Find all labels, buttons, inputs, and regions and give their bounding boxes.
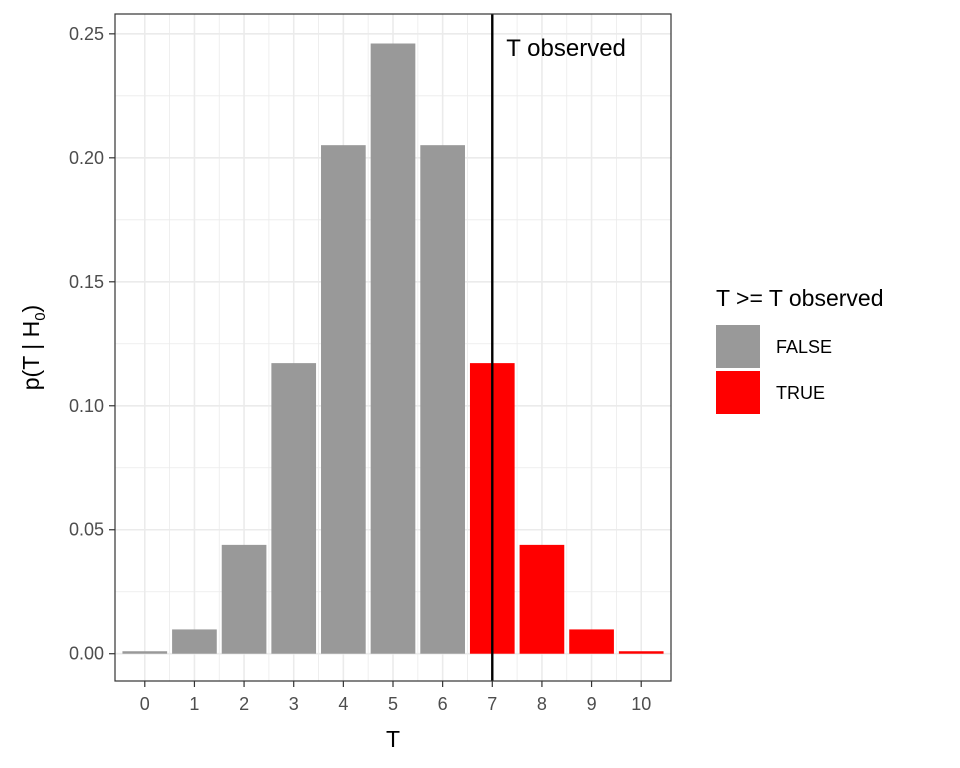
x-tick-label: 9 <box>587 694 597 714</box>
y-tick-label: 0.20 <box>69 148 104 168</box>
y-tick-label: 0.25 <box>69 24 104 44</box>
y-axis-title-base: p(T | H <box>18 321 44 390</box>
bar <box>122 651 168 654</box>
x-tick-label: 4 <box>338 694 348 714</box>
x-tick-label: 1 <box>189 694 199 714</box>
x-tick-label: 5 <box>388 694 398 714</box>
observed-annotation: T observed <box>506 35 626 62</box>
legend-title: T >= T observed <box>716 285 884 311</box>
x-tick-label: 8 <box>537 694 547 714</box>
x-tick-label: 10 <box>631 694 651 714</box>
bar <box>321 145 366 654</box>
x-tick-label: 0 <box>140 694 150 714</box>
x-tick-label: 2 <box>239 694 249 714</box>
x-tick-label: 7 <box>487 694 497 714</box>
y-tick-label: 0.10 <box>69 396 104 416</box>
y-axis-title-suffix: ) <box>18 305 44 313</box>
legend-label: FALSE <box>776 337 832 357</box>
y-axis-title: p(T | H0) <box>18 305 49 390</box>
legend-key <box>716 325 760 368</box>
y-axis-title-subscript: 0 <box>32 312 49 320</box>
legend-key <box>716 371 760 414</box>
bar <box>569 629 614 654</box>
x-axis: 0 1 2 3 4 5 6 7 8 9 10 <box>140 681 651 714</box>
x-tick-label: 3 <box>289 694 299 714</box>
y-tick-label: 0.15 <box>69 272 104 292</box>
y-tick-label: 0.05 <box>69 520 104 540</box>
bars <box>122 43 664 654</box>
bar <box>172 629 217 654</box>
bar <box>370 43 416 654</box>
x-axis-title: T <box>386 726 400 752</box>
bar <box>618 651 664 654</box>
x-tick-label: 6 <box>438 694 448 714</box>
bar <box>420 145 465 654</box>
bar <box>519 544 565 654</box>
legend-label: TRUE <box>776 383 825 403</box>
y-tick-label: 0.00 <box>69 644 104 664</box>
bar <box>271 363 317 654</box>
y-axis: 0.00 0.05 0.10 0.15 0.20 0.25 <box>69 24 115 664</box>
legend: T >= T observed FALSE TRUE <box>716 285 884 414</box>
bar <box>221 544 267 654</box>
